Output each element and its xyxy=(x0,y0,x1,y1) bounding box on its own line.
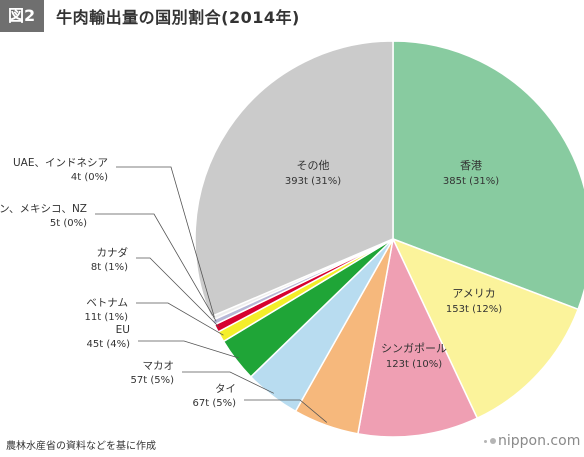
slice-10-value-label: 393t (31%) xyxy=(285,176,341,187)
slice-9-leader-line xyxy=(116,166,215,318)
slice-1-label: アメリカ xyxy=(452,287,495,300)
brand-logo: nippon.com xyxy=(484,433,580,449)
pie-slices xyxy=(194,40,584,438)
slice-5-value-label: 45t (4%) xyxy=(87,339,131,350)
slice-2-value-label: 123t (10%) xyxy=(386,359,442,370)
brand-text: nippon.com xyxy=(498,433,581,449)
slice-8-leader-line xyxy=(95,213,217,322)
slice-3-value-label: 67t (5%) xyxy=(193,398,237,409)
slice-10-label: その他 xyxy=(297,159,330,172)
slice-labels: 香港 385t (31%) アメリカ 153t (12%) シンガポール 123t (10… xyxy=(0,157,502,409)
slice-0-label: 香港 xyxy=(460,159,482,172)
slice-4-leader-line xyxy=(182,371,274,394)
chart-title: 牛肉輸出量の国別割合(2014年) xyxy=(56,8,300,27)
slice-1-value-label: 153t (12%) xyxy=(446,304,502,315)
slice-8-label: フィリピン、メキシコ、NZ xyxy=(0,203,87,215)
slice-3-leader-line xyxy=(244,399,328,423)
chart-header: 図2 牛肉輸出量の国別割合(2014年) xyxy=(0,0,300,32)
slice-5-label: EU xyxy=(116,324,130,336)
slice-0-value-label: 385t (31%) xyxy=(443,176,499,187)
source-note: 農林水産省の資料などを基に作成 xyxy=(6,441,156,452)
slice-6-leader-line xyxy=(136,302,224,336)
slice-4-label: マカオ xyxy=(143,360,175,372)
brand-dot-icon xyxy=(490,438,496,444)
slice-9-value-label: 4t (0%) xyxy=(71,172,108,183)
slice-2-wedge xyxy=(357,236,479,438)
slice-10-wedge xyxy=(194,40,394,318)
leader-lines xyxy=(95,166,328,423)
slice-6-value-label: 11t (1%) xyxy=(85,312,129,323)
slice-7-label: カナダ xyxy=(97,246,129,259)
slice-6-label: ベトナム xyxy=(86,297,128,309)
slice-3-label: タイ xyxy=(215,383,236,395)
slice-5-leader-line xyxy=(138,340,239,359)
brand-dot-icon xyxy=(484,439,487,443)
figure-number: 図2 xyxy=(0,0,45,32)
slice-2-label: シンガポール xyxy=(381,342,447,355)
slice-0-wedge xyxy=(392,40,584,311)
slice-4-value-label: 57t (5%) xyxy=(131,375,175,386)
slice-7-value-label: 8t (1%) xyxy=(91,262,128,273)
slice-7-leader-line xyxy=(136,257,220,328)
slice-8-value-label: 5t (0%) xyxy=(50,218,87,229)
slice-1-wedge xyxy=(391,237,580,420)
slice-9-label: UAE、インドネシア xyxy=(13,157,108,169)
